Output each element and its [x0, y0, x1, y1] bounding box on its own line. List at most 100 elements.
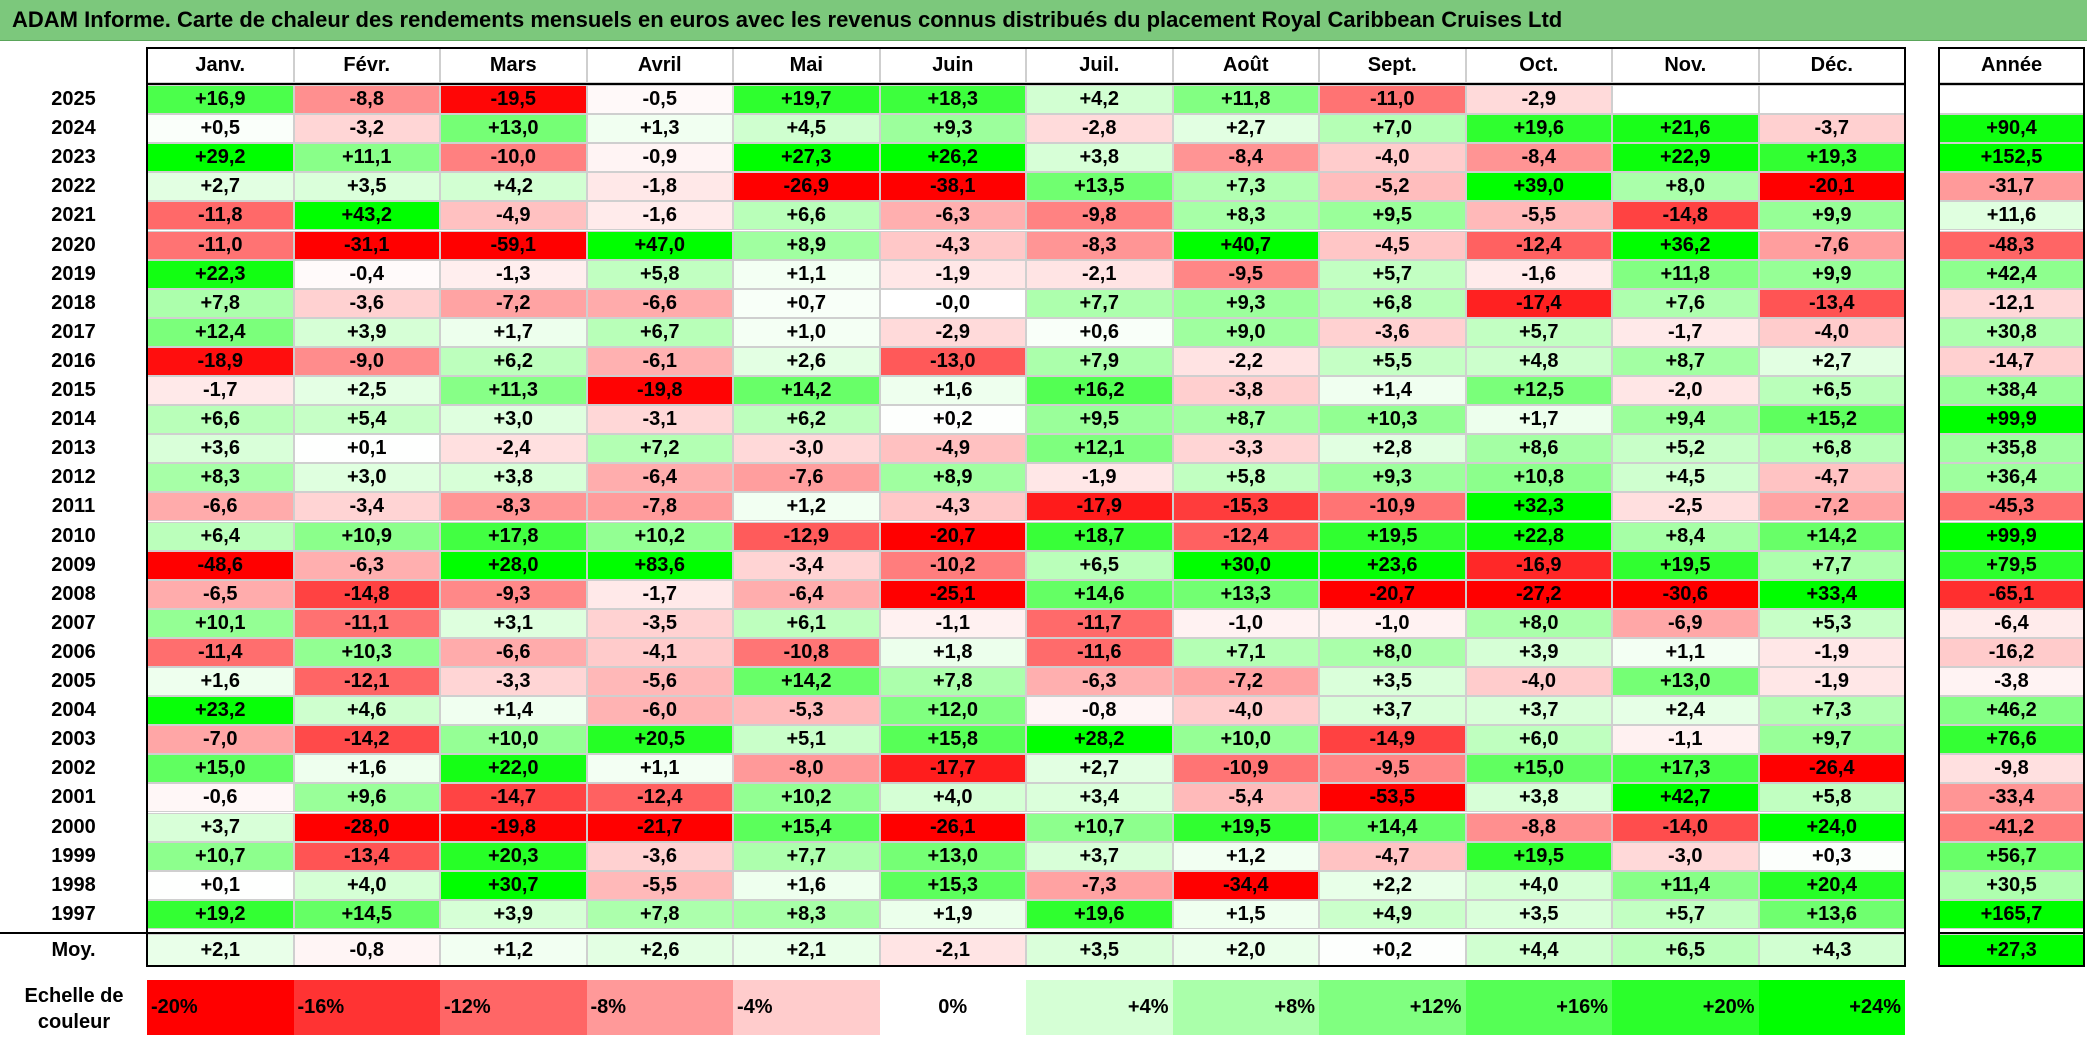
heatmap-cell: +22,0	[440, 754, 587, 784]
average-cell: +3,5	[1026, 934, 1173, 966]
heatmap-cell: +0,2	[879, 405, 1026, 435]
annual-cell: -45,3	[1939, 492, 2084, 522]
scale-label: Echelle de couleur	[24, 984, 124, 1033]
heatmap-cell: +17,3	[1612, 754, 1759, 784]
annual-cell: -48,3	[1939, 230, 2084, 260]
heatmap-cell: +4,0	[1465, 870, 1612, 900]
heatmap-cell: +9,5	[1319, 201, 1466, 231]
average-divider	[0, 932, 1906, 934]
average-cell: +2,1	[147, 934, 294, 966]
heatmap-cell: -1,9	[1026, 463, 1173, 493]
heatmap-cell: -6,6	[147, 492, 294, 522]
heatmap-cell: +19,3	[1758, 143, 1905, 173]
heatmap-cell: +17,8	[440, 521, 587, 551]
heatmap-cell: +1,1	[1612, 637, 1759, 667]
heatmap-cell: +1,6	[147, 667, 294, 697]
heatmap-cell: +7,9	[1026, 346, 1173, 376]
heatmap-cell: +7,8	[879, 667, 1026, 697]
heatmap-cell: -2,8	[1026, 114, 1173, 144]
heatmap-cell: -11,4	[147, 637, 294, 667]
year-label: 2007	[51, 611, 96, 634]
heatmap-cell: +13,0	[879, 841, 1026, 871]
heatmap-cell: +7,6	[1612, 288, 1759, 318]
heatmap-cell: +0,7	[733, 288, 880, 318]
heatmap-cell: -5,4	[1172, 783, 1319, 813]
scale-step: +12%	[1319, 980, 1466, 1035]
heatmap-cell: +4,2	[440, 172, 587, 202]
year-label: 2010	[51, 524, 96, 547]
heatmap-cell: +22,3	[147, 259, 294, 289]
heatmap-cell: +12,1	[1026, 434, 1173, 464]
heatmap-cell: -1,3	[440, 259, 587, 289]
heatmap-cell: +9,0	[1172, 317, 1319, 347]
heatmap-cell: +20,3	[440, 841, 587, 871]
heatmap-cell: +0,6	[1026, 317, 1173, 347]
heatmap-cell: -8,8	[293, 85, 440, 115]
heatmap-cell: +7,0	[1319, 114, 1466, 144]
heatmap-cell: +32,3	[1465, 492, 1612, 522]
annual-cell: +99,9	[1939, 405, 2084, 435]
heatmap-cell: +14,6	[1026, 579, 1173, 609]
heatmap-cell: +15,4	[733, 812, 880, 842]
heatmap-cell: -4,0	[1465, 667, 1612, 697]
heatmap-cell: +4,5	[1612, 463, 1759, 493]
heatmap-cell: +5,1	[733, 725, 880, 755]
heatmap-cell: +1,4	[440, 696, 587, 726]
heatmap-cell: +8,3	[733, 899, 880, 929]
heatmap-cell: +10,7	[147, 841, 294, 871]
heatmap-cell: +0,3	[1758, 841, 1905, 871]
heatmap-cell: -38,1	[879, 172, 1026, 202]
heatmap-cell: -17,9	[1026, 492, 1173, 522]
month-header: Mars	[440, 48, 587, 83]
month-header: Juil.	[1026, 48, 1173, 83]
heatmap-cell: +4,8	[1465, 346, 1612, 376]
heatmap-cell: +23,2	[147, 696, 294, 726]
heatmap-cell: +5,8	[1758, 783, 1905, 813]
heatmap-cell: +16,9	[147, 85, 294, 115]
heatmap-cell: -1,1	[1612, 725, 1759, 755]
heatmap-cell: -4,0	[1172, 696, 1319, 726]
heatmap-cell: -26,1	[879, 812, 1026, 842]
heatmap-cell: +27,3	[733, 143, 880, 173]
heatmap-cell: +21,6	[1612, 114, 1759, 144]
heatmap-cell: -0,8	[1026, 696, 1173, 726]
heatmap-cell: +6,0	[1465, 725, 1612, 755]
heatmap-cell: -12,9	[733, 521, 880, 551]
heatmap-cell: -1,7	[586, 579, 733, 609]
heatmap-cell: +15,3	[879, 870, 1026, 900]
heatmap-cell: +14,2	[1758, 521, 1905, 551]
year-label: 2016	[51, 349, 96, 372]
heatmap-cell: +1,1	[586, 754, 733, 784]
annual-cell: +46,2	[1939, 696, 2084, 726]
month-header: Févr.	[293, 48, 440, 83]
month-header: Oct.	[1465, 48, 1612, 83]
average-cell: +6,5	[1612, 934, 1759, 966]
heatmap-cell: -28,0	[293, 812, 440, 842]
heatmap-cell: +3,0	[293, 463, 440, 493]
annual-cell: -16,2	[1939, 637, 2084, 667]
heatmap-cell: +11,3	[440, 376, 587, 406]
average-cell: +4,4	[1465, 934, 1612, 966]
heatmap-cell: +33,4	[1758, 579, 1905, 609]
heatmap-cell: -21,7	[586, 812, 733, 842]
heatmap-cell: -3,4	[733, 550, 880, 580]
heatmap-cell: -8,3	[1026, 230, 1173, 260]
heatmap-cell: +3,1	[440, 608, 587, 638]
annual-cell: +42,4	[1939, 259, 2084, 289]
heatmap-cell: +2,7	[1172, 114, 1319, 144]
scale-step: 0%	[879, 980, 1026, 1035]
heatmap-cell: +22,8	[1465, 521, 1612, 551]
year-label: 2018	[51, 291, 96, 314]
heatmap-cell: -30,6	[1612, 579, 1759, 609]
heatmap-cell: +4,2	[1026, 85, 1173, 115]
heatmap-cell: +13,0	[1612, 667, 1759, 697]
heatmap-cell: -26,4	[1758, 754, 1905, 784]
heatmap-cell: +3,8	[1465, 783, 1612, 813]
heatmap-cell: +30,7	[440, 870, 587, 900]
month-header: Mai	[733, 48, 880, 83]
chart-title: ADAM Informe. Carte de chaleur des rende…	[12, 7, 1563, 32]
heatmap-cell: -5,5	[586, 870, 733, 900]
year-label: 2011	[51, 495, 96, 518]
annual-cell: +30,8	[1939, 317, 2084, 347]
scale-step: -8%	[586, 980, 733, 1035]
